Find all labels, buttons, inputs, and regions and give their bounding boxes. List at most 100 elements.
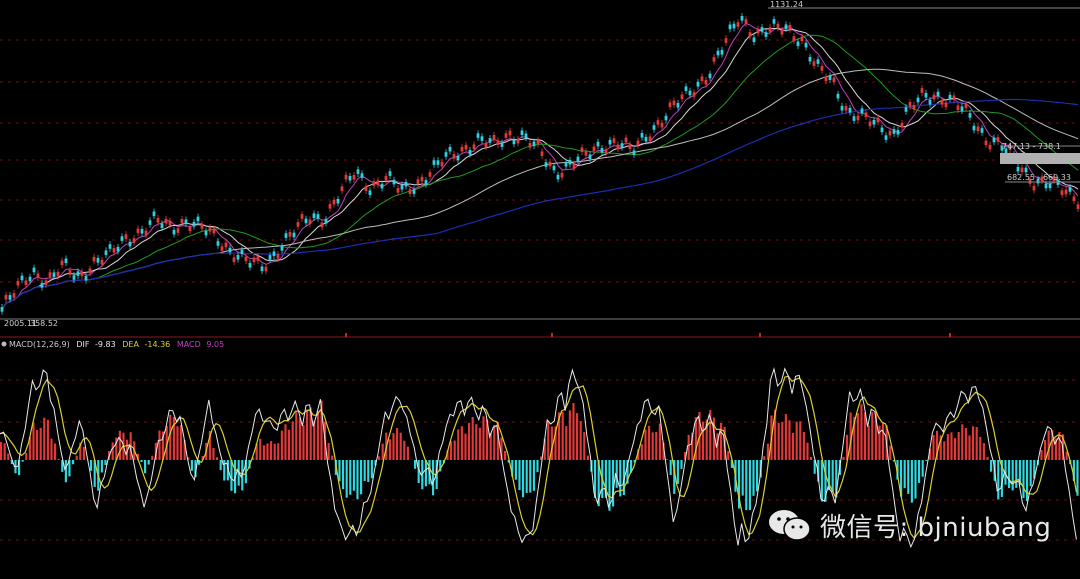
candle-body — [1049, 184, 1052, 189]
dif-label: DIF — [76, 340, 90, 349]
candle-body — [681, 94, 684, 99]
candle-body — [717, 51, 720, 56]
candle-body — [453, 154, 456, 159]
candle-body — [897, 130, 900, 135]
macd-bar — [356, 460, 358, 499]
macd-bar — [461, 426, 463, 460]
macd-bar — [515, 460, 517, 480]
candle-body — [997, 137, 1000, 142]
macd-bar — [745, 460, 747, 510]
macd-bar — [270, 441, 272, 460]
watermark-text: 微信号: bjniubang — [820, 507, 1051, 544]
wechat-icon — [768, 508, 812, 542]
candle-body — [177, 228, 180, 233]
macd-bar — [281, 431, 283, 460]
time-marker — [759, 333, 761, 337]
macd-bar — [569, 410, 571, 460]
macd-bar — [306, 409, 308, 460]
macd-bar — [292, 421, 294, 460]
macd-bar — [688, 435, 690, 460]
candle-body — [497, 140, 500, 145]
candle-body — [157, 218, 160, 223]
candle-body — [477, 133, 480, 138]
macd-bar — [346, 460, 348, 498]
watermark: 微信号: bjniubang — [768, 505, 1051, 545]
candle-body — [213, 229, 216, 234]
macd-bar — [493, 425, 495, 460]
macd-bar — [806, 443, 808, 460]
macd-bar — [104, 460, 106, 465]
candle-body — [929, 100, 932, 105]
macd-bar — [536, 460, 538, 472]
candle-body — [101, 260, 104, 265]
candle-body — [45, 280, 48, 285]
candle-body — [853, 116, 856, 121]
candle-body — [401, 185, 404, 190]
candle-body — [849, 108, 852, 113]
candlesticks — [1, 13, 1080, 315]
candle-body — [745, 19, 748, 24]
macd-bar — [1012, 460, 1014, 490]
macd-bar — [752, 460, 754, 496]
candle-body — [1065, 190, 1068, 195]
candle-body — [473, 144, 476, 149]
moving-average-lines — [2, 23, 1078, 309]
candle-body — [677, 103, 680, 108]
candle-body — [573, 164, 576, 169]
candle-body — [265, 267, 268, 272]
candle-body — [197, 217, 200, 222]
candle-body — [1017, 167, 1020, 172]
candle-body — [949, 95, 952, 100]
candle-body — [649, 136, 652, 141]
candle-body — [221, 246, 224, 251]
candle-body — [641, 133, 644, 138]
macd-bar — [904, 460, 906, 488]
candle-body — [317, 214, 320, 219]
macd-bar — [943, 441, 945, 460]
macd-bar — [522, 460, 524, 497]
macd-bar — [788, 420, 790, 460]
macd-bar — [47, 420, 49, 460]
macd-bar — [266, 443, 268, 460]
candle-body — [545, 162, 548, 167]
macd-bar — [562, 412, 564, 460]
candle-body — [1045, 184, 1048, 189]
macd-bar — [425, 460, 427, 486]
candle-body — [829, 75, 832, 80]
macd-bar — [983, 443, 985, 460]
candle-body — [489, 138, 492, 143]
price-marker-label-1: 747.13 - 738.1 — [1002, 142, 1061, 151]
macd-bar — [1076, 460, 1078, 496]
ma-line-110 — [2, 99, 1078, 309]
candle-body — [421, 177, 424, 182]
candle-body — [429, 172, 432, 177]
macd-bar — [587, 455, 589, 460]
candle-body — [113, 248, 116, 253]
macd-bar — [472, 417, 474, 460]
candle-body — [809, 57, 812, 62]
macd-header: MACD(12,26,9) DIF -9.83 DEA -14.36 MACD … — [9, 340, 224, 349]
candle-body — [361, 173, 364, 178]
macd-bar — [918, 460, 920, 483]
candle-body — [37, 273, 40, 278]
macd-bar — [36, 430, 38, 460]
candle-body — [837, 94, 840, 99]
macd-bar — [958, 432, 960, 460]
candle-body — [237, 255, 240, 260]
candle-body — [941, 100, 944, 105]
time-marker — [345, 333, 347, 337]
macd-bar — [648, 426, 650, 460]
time-marker — [551, 333, 553, 337]
macd-bar — [911, 460, 913, 503]
candle-body — [129, 242, 132, 247]
candle-body — [693, 92, 696, 97]
macd-bar — [112, 442, 114, 460]
macd-bar — [378, 456, 380, 460]
macd-bar — [371, 460, 373, 478]
candle-body — [413, 189, 416, 194]
candle-body — [857, 116, 860, 121]
candle-body — [633, 150, 636, 155]
macd-bar — [450, 441, 452, 460]
candle-body — [609, 140, 612, 145]
